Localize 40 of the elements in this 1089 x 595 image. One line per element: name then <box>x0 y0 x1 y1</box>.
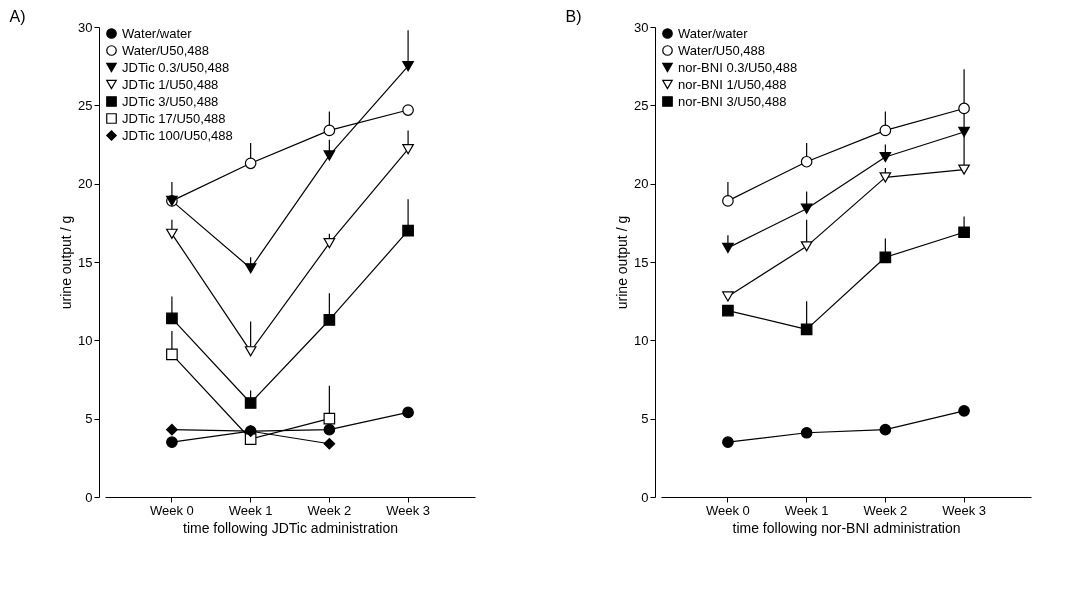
x-tick-label: Week 2 <box>863 502 908 518</box>
x-axis-title: time following nor-BNI administration <box>732 519 961 536</box>
y-tick-label: 0 <box>85 489 93 505</box>
legend-label: JDTic 1/U50,488 <box>122 76 219 92</box>
x-axis-title: time following JDTic administration <box>183 519 398 536</box>
y-tick-label: 0 <box>641 489 649 505</box>
legend-label: nor-BNI 3/U50,488 <box>678 93 787 109</box>
y-axis-title: urine output / g <box>614 215 631 310</box>
x-tick-label: Week 2 <box>307 502 352 518</box>
x-tick-label: Week 1 <box>784 502 829 518</box>
legend-label: JDTic 17/U50,488 <box>122 110 226 126</box>
legend-label: Water/water <box>122 25 193 41</box>
legend-label: JDTic 0.3/U50,488 <box>122 59 230 75</box>
y-tick-label: 10 <box>634 332 649 348</box>
legend-label: Water/water <box>678 25 749 41</box>
x-tick-label: Week 3 <box>942 502 987 518</box>
y-tick-label: 15 <box>634 254 649 270</box>
x-tick-label: Week 1 <box>228 502 273 518</box>
chart-title: A) <box>9 8 26 25</box>
y-tick-label: 25 <box>634 97 649 113</box>
y-tick-label: 20 <box>78 176 93 192</box>
y-axis-title: urine output / g <box>58 215 75 310</box>
y-tick-label: 25 <box>78 97 93 113</box>
y-tick-label: 30 <box>634 19 649 35</box>
chart-title: B) <box>565 8 582 25</box>
legend-label: Water/U50,488 <box>678 42 765 58</box>
x-tick-label: Week 0 <box>149 502 194 518</box>
legend-label: Water/U50,488 <box>122 42 209 58</box>
legend-label: nor-BNI 1/U50,488 <box>678 76 787 92</box>
x-tick-label: Week 3 <box>386 502 431 518</box>
y-tick-label: 5 <box>641 411 649 427</box>
legend-label: nor-BNI 0.3/U50,488 <box>678 59 798 75</box>
x-tick-label: Week 0 <box>705 502 750 518</box>
y-tick-label: 15 <box>78 254 93 270</box>
y-tick-label: 10 <box>78 332 93 348</box>
legend-label: JDTic 100/U50,488 <box>122 127 233 143</box>
y-tick-label: 20 <box>634 176 649 192</box>
y-tick-label: 5 <box>85 411 93 427</box>
legend-label: JDTic 3/U50,488 <box>122 93 219 109</box>
y-tick-label: 30 <box>78 19 93 35</box>
